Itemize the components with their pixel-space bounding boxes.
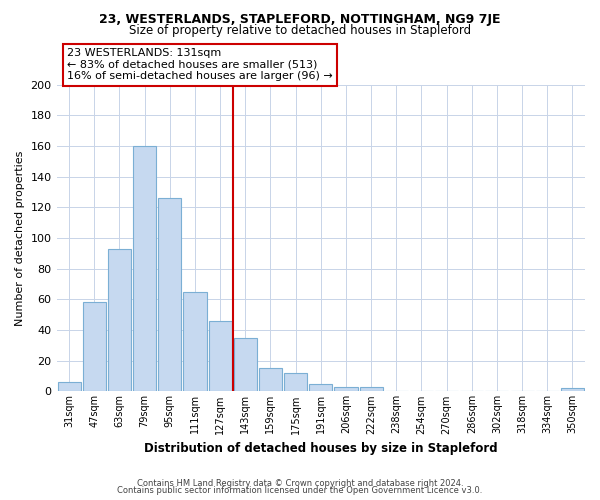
Bar [184, 292, 206, 392]
Bar [133, 146, 156, 392]
Bar [209, 321, 232, 392]
Bar [259, 368, 282, 392]
Text: 23, WESTERLANDS, STAPLEFORD, NOTTINGHAM, NG9 7JE: 23, WESTERLANDS, STAPLEFORD, NOTTINGHAM,… [99, 12, 501, 26]
Text: Size of property relative to detached houses in Stapleford: Size of property relative to detached ho… [129, 24, 471, 37]
Bar [359, 387, 383, 392]
Bar [58, 382, 80, 392]
Text: Contains HM Land Registry data © Crown copyright and database right 2024.: Contains HM Land Registry data © Crown c… [137, 478, 463, 488]
Bar [284, 373, 307, 392]
Bar [108, 248, 131, 392]
Bar [309, 384, 332, 392]
Y-axis label: Number of detached properties: Number of detached properties [15, 150, 25, 326]
Bar [334, 387, 358, 392]
Text: Contains public sector information licensed under the Open Government Licence v3: Contains public sector information licen… [118, 486, 482, 495]
Text: 23 WESTERLANDS: 131sqm
← 83% of detached houses are smaller (513)
16% of semi-de: 23 WESTERLANDS: 131sqm ← 83% of detached… [67, 48, 333, 82]
Bar [158, 198, 181, 392]
Bar [83, 302, 106, 392]
Bar [234, 338, 257, 392]
X-axis label: Distribution of detached houses by size in Stapleford: Distribution of detached houses by size … [144, 442, 497, 455]
Bar [561, 388, 584, 392]
